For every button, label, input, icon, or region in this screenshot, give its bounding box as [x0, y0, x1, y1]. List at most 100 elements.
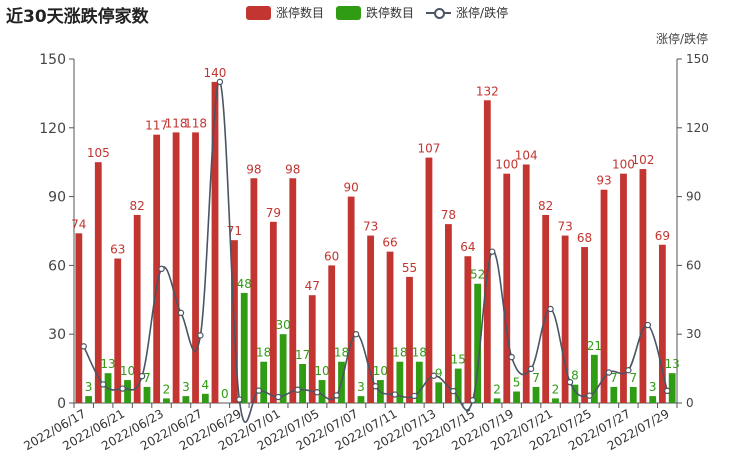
point-ratio [313, 389, 321, 396]
right-axis-tick-label: 90 [686, 190, 701, 204]
data-label-limit-up: 118 [184, 116, 207, 130]
bar-limit-down [493, 398, 501, 403]
right-axis-name: 涨停/跌停 [655, 32, 708, 46]
point-ratio [625, 367, 632, 374]
data-label-limit-up: 105 [87, 146, 110, 160]
bar-limit-up [639, 169, 647, 403]
data-label-limit-down: 10 [120, 364, 135, 378]
bar-limit-up [250, 178, 258, 403]
data-label-limit-up: 104 [515, 148, 538, 162]
bar-limit-down [415, 361, 423, 403]
data-label-limit-up: 118 [165, 116, 188, 130]
bar-limit-up [211, 81, 219, 403]
data-label-limit-down: 2 [493, 382, 501, 396]
bar-limit-up [172, 132, 180, 404]
legend-label-ratio: 涨停/跌停 [456, 6, 509, 20]
point-ratio [99, 381, 107, 388]
legend-item-ratio[interactable]: 涨停/跌停 [426, 4, 508, 21]
bar-limit-down [513, 391, 520, 403]
bar-limit-up [581, 247, 588, 403]
point-ratio [469, 397, 476, 404]
point-ratio [430, 372, 438, 379]
bar-limit-down [240, 292, 248, 403]
chart-title: 近30天涨跌停家数 [6, 7, 149, 27]
legend-label-limit-up: 涨停数目 [276, 6, 325, 20]
bar-limit-up [425, 157, 433, 403]
bar-limit-down [454, 368, 462, 403]
point-ratio [586, 392, 593, 399]
point-ratio [177, 309, 185, 317]
point-ratio [352, 331, 360, 338]
bar-limit-down [318, 380, 326, 403]
legend-item-limit-down[interactable]: 跌停数目 [336, 4, 414, 21]
bar-limit-up [406, 276, 413, 403]
data-label-limit-down: 3 [357, 380, 365, 394]
data-label-limit-down: 7 [532, 371, 540, 385]
right-axis-tick-label: 0 [686, 396, 694, 410]
bar-limit-down [649, 396, 657, 403]
data-label-limit-down: 8 [571, 369, 579, 383]
data-label-limit-up: 47 [305, 279, 320, 293]
point-ratio [216, 78, 224, 86]
data-label-limit-up: 98 [246, 162, 261, 176]
data-label-limit-down: 21 [587, 339, 602, 353]
bar-limit-up [658, 244, 666, 403]
point-ratio [119, 385, 126, 392]
bar-limit-up [153, 134, 161, 403]
left-axis-tick-label: 30 [48, 327, 66, 343]
data-label-limit-up: 79 [266, 206, 281, 220]
bar-limit-up [94, 162, 102, 403]
data-label-limit-down: 0 [221, 387, 229, 401]
data-label-limit-up: 98 [285, 162, 300, 176]
legend-swatch-ratio [426, 6, 452, 20]
point-ratio [527, 365, 535, 373]
data-label-limit-down: 13 [665, 357, 680, 371]
data-label-limit-down: 3 [649, 380, 657, 394]
data-label-limit-down: 10 [373, 364, 388, 378]
data-label-limit-up: 73 [363, 220, 378, 234]
bar-limit-up [600, 189, 608, 403]
point-ratio [664, 387, 671, 395]
bar-limit-up [75, 233, 83, 403]
bar-limit-up [133, 214, 141, 403]
point-ratio [158, 265, 165, 273]
point-ratio [294, 386, 301, 393]
data-label-limit-up: 90 [344, 181, 359, 195]
data-label-limit-down: 18 [392, 346, 407, 360]
bar-limit-up [503, 173, 511, 403]
bar-limit-up [289, 178, 297, 403]
data-label-limit-up: 78 [441, 208, 456, 222]
bar-limit-down [474, 283, 482, 403]
data-label-limit-down: 18 [256, 346, 271, 360]
point-ratio [489, 248, 496, 255]
right-axis-tick-label: 30 [686, 327, 701, 341]
data-label-limit-down: 3 [182, 380, 190, 394]
data-label-limit-up: 60 [324, 249, 339, 263]
bar-limit-down [201, 393, 209, 403]
data-label-limit-down: 4 [202, 378, 210, 392]
bar-limit-down [590, 354, 598, 403]
bar-limit-down [668, 373, 676, 403]
data-label-limit-down: 9 [435, 366, 443, 380]
bar-limit-down [610, 386, 618, 403]
data-label-limit-up: 100 [612, 158, 635, 172]
bar-limit-down [629, 386, 637, 403]
data-label-limit-down: 52 [470, 268, 485, 282]
data-label-limit-up: 82 [538, 199, 553, 213]
legend-label-limit-down: 跌停数目 [366, 6, 415, 20]
legend-item-limit-up[interactable]: 涨停数目 [246, 4, 324, 21]
data-label-limit-down: 7 [610, 371, 618, 385]
point-ratio [411, 392, 418, 400]
bar-limit-down [124, 380, 131, 403]
bar-limit-up [542, 214, 550, 403]
point-ratio [372, 383, 379, 390]
bar-limit-down [85, 396, 93, 403]
right-axis-tick-label: 150 [686, 52, 709, 66]
point-ratio [275, 393, 282, 401]
data-label-limit-down: 10 [314, 364, 329, 378]
data-label-limit-down: 13 [100, 357, 115, 371]
bar-limit-down [532, 386, 540, 403]
data-label-limit-down: 7 [143, 371, 151, 385]
